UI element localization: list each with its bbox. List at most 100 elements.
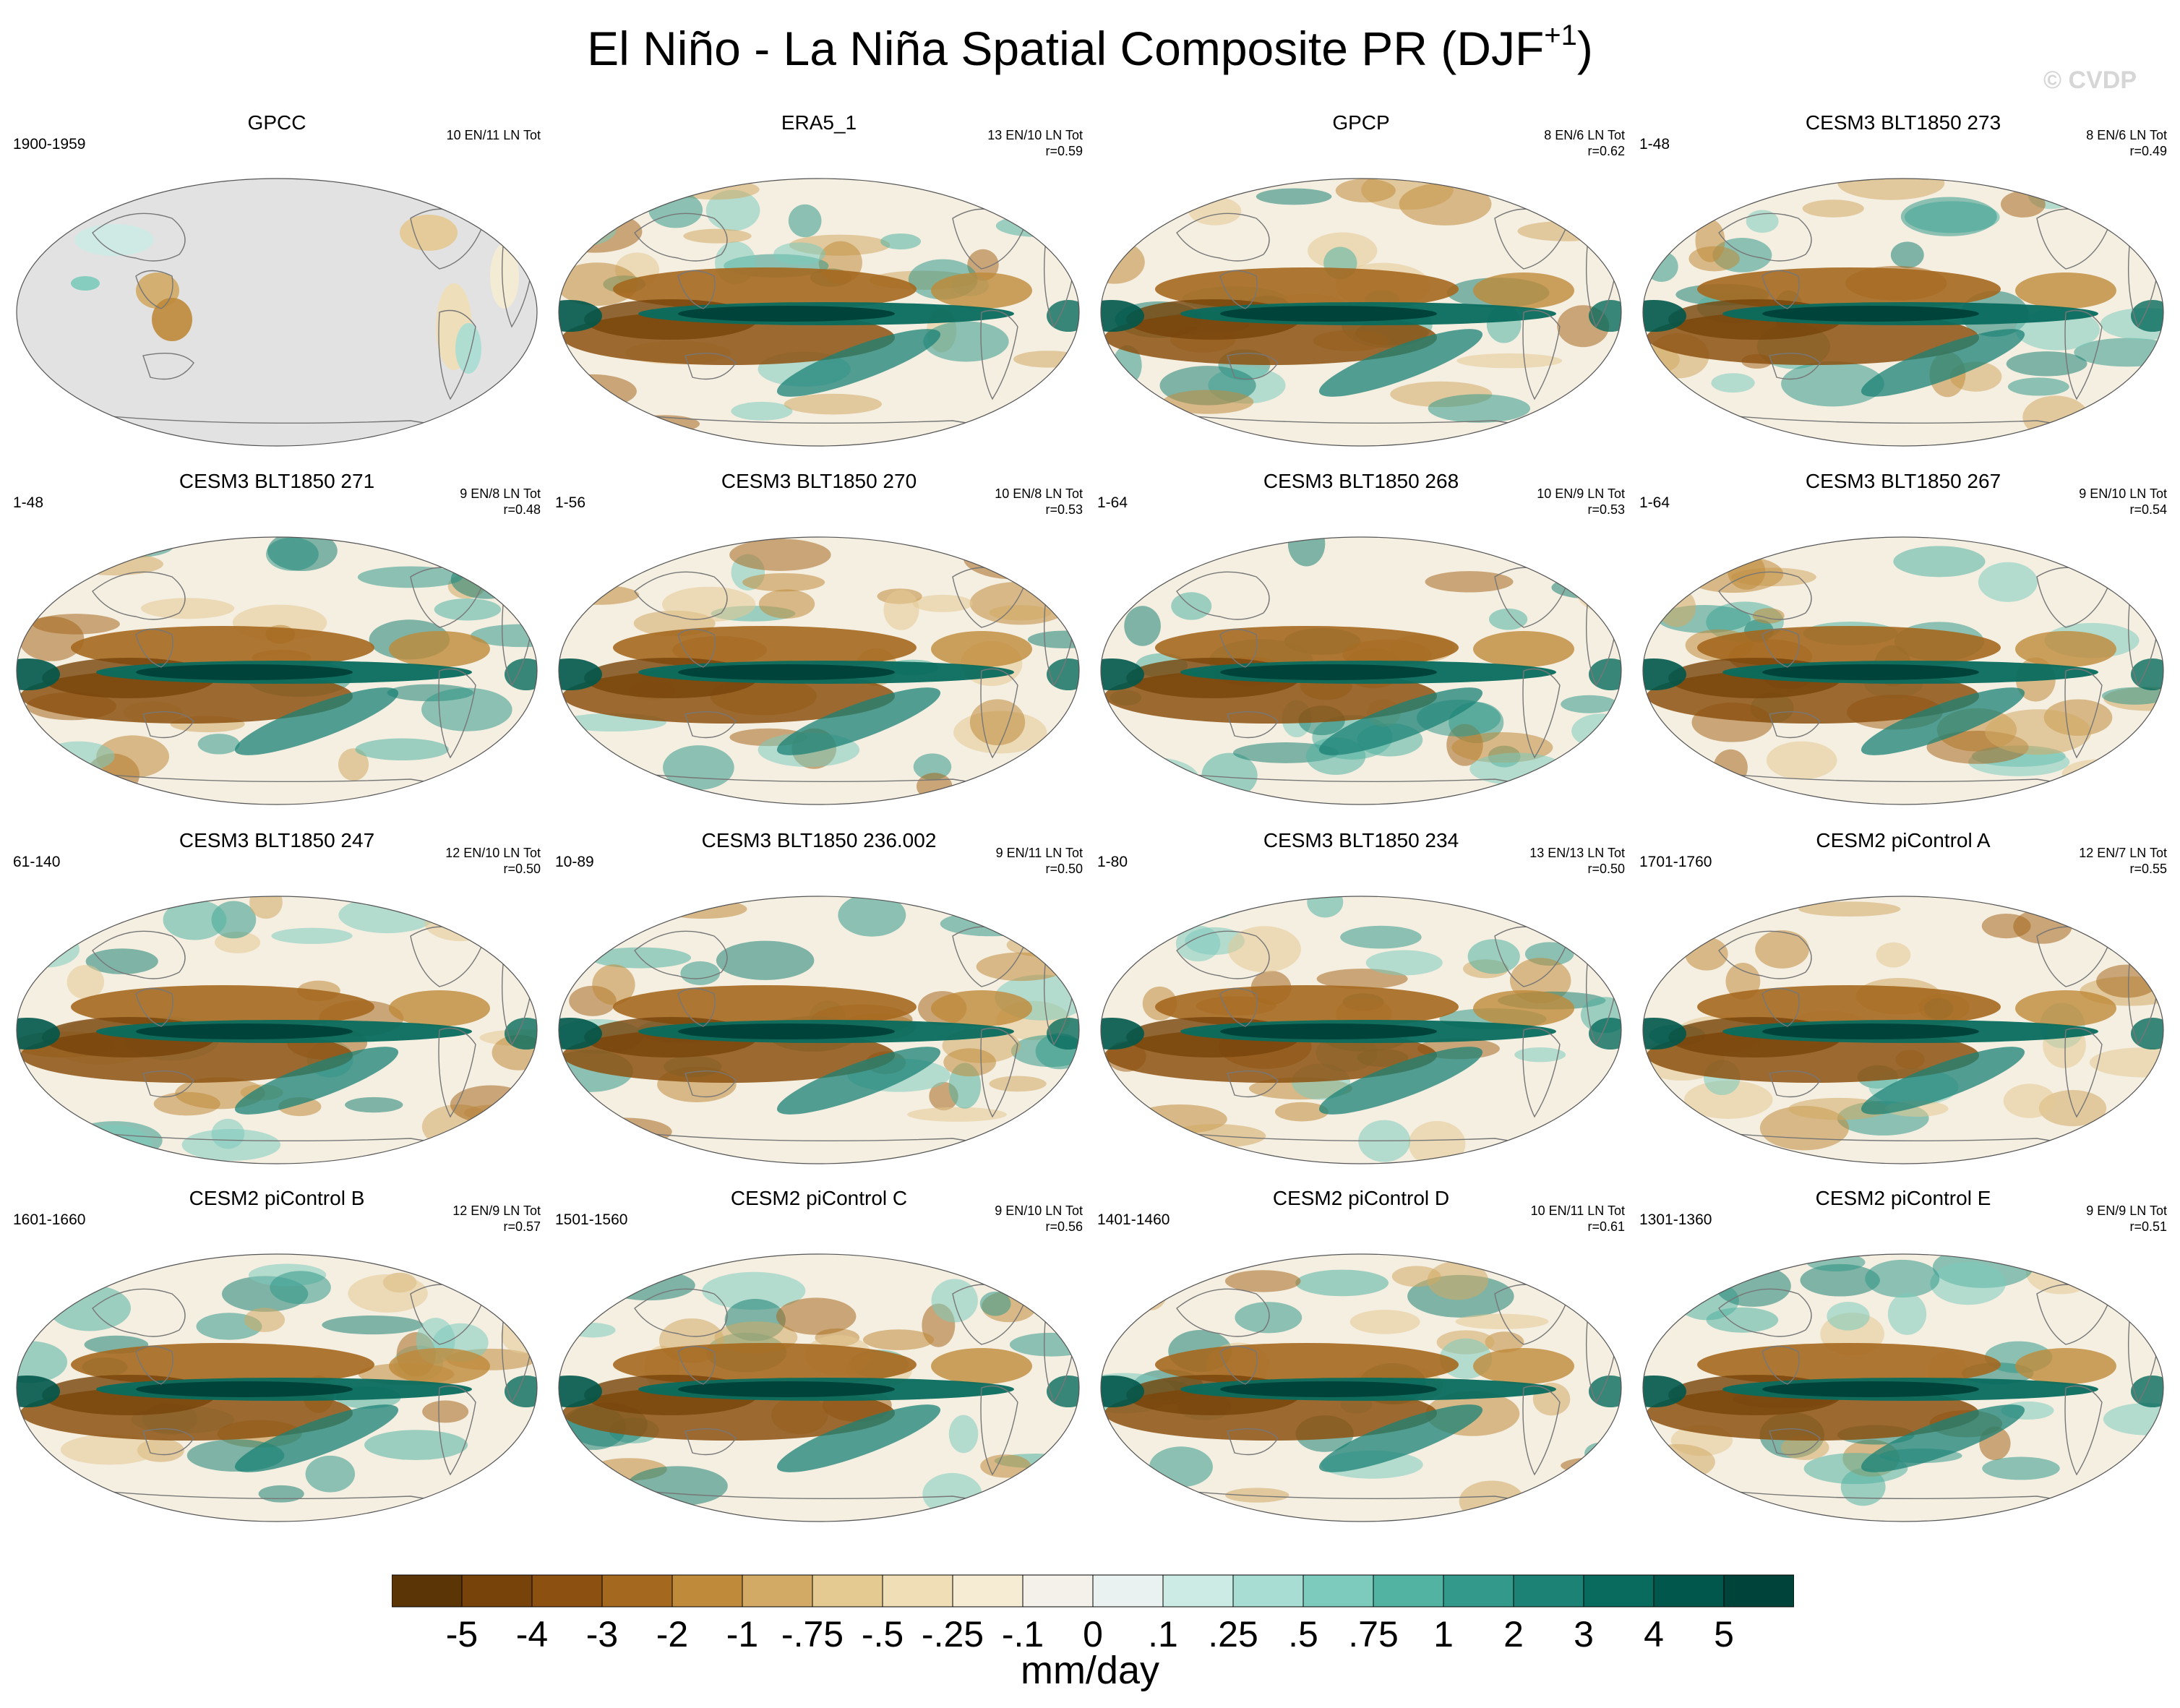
colorbar-swatch	[1443, 1574, 1514, 1608]
coastline	[142, 711, 194, 739]
dry-anomaly-atlantic	[2015, 631, 2116, 667]
map-panel: CESM3 BLT1850 268 1-64 10 EN/9 LN Tot r=0.5…	[1090, 468, 1632, 830]
precip-anomaly-blob	[348, 1274, 428, 1313]
panel-title: CESM2 piControl C	[730, 1187, 908, 1209]
map-panel: ERA5_1 13 EN/10 LN Tot r=0.59	[548, 110, 1090, 471]
wet-anomaly-indian-ocean	[1101, 300, 1144, 332]
coastline	[1761, 987, 1800, 1027]
robinson-map	[1642, 536, 2164, 805]
coastline	[1522, 1385, 1561, 1476]
coastline	[2064, 1027, 2103, 1118]
wet-anomaly-indian-ocean	[1101, 1376, 1144, 1407]
coastline	[685, 352, 737, 380]
panel-title: CESM3 BLT1850 273	[1805, 111, 2001, 134]
precip-anomaly-blob	[1425, 571, 1514, 593]
precip-anomaly-blob	[501, 1316, 537, 1354]
wet-anomaly-core	[1220, 1381, 1437, 1397]
colorbar-swatch	[392, 1574, 463, 1608]
precip-anomaly-blob	[19, 616, 85, 661]
colorbar-tick-label: -.1	[1001, 1614, 1044, 1655]
wet-anomaly-spcz	[776, 687, 941, 755]
precip-anomaly-blob	[322, 1315, 424, 1335]
precip-anomaly-blob	[575, 396, 609, 421]
panel-pattern-correlation: r=0.55	[2129, 862, 2167, 876]
precip-anomaly-blob	[1893, 546, 1986, 578]
precip-anomaly-blob	[862, 1329, 935, 1350]
precip-anomaly-blob	[989, 605, 1051, 621]
precip-anomaly-blob	[475, 537, 537, 571]
precip-anomaly-blob	[1802, 199, 1864, 218]
panel-pattern-correlation: r=0.50	[503, 862, 541, 876]
precip-anomaly-blob	[788, 204, 822, 238]
wet-anomaly-east-edge	[1589, 300, 1621, 332]
panel-event-count: 9 EN/10 LN Tot r=0.54	[2079, 486, 2167, 517]
precip-anomaly-blob	[1427, 1261, 1489, 1300]
wet-anomaly-spcz	[1861, 329, 2025, 397]
wet-anomaly-spcz	[1861, 1047, 2025, 1115]
precip-anomaly-blob	[702, 1271, 806, 1310]
precip-anomaly-blob	[1399, 182, 1492, 226]
dry-anomaly-atlantic	[2015, 272, 2116, 309]
map-panel: GPCP 8 EN/6 LN Tot r=0.62	[1090, 110, 1632, 471]
precip-anomaly-blob	[1865, 1259, 1940, 1298]
wet-anomaly-east-edge	[2131, 658, 2163, 690]
precip-anomaly-blob	[1316, 969, 1408, 990]
wet-anomaly-indian-ocean	[1101, 1018, 1144, 1050]
colorbar-tick-label: 0	[1083, 1614, 1103, 1655]
wet-anomaly-core	[678, 1381, 895, 1397]
cvdp-watermark: © CVDP	[2043, 66, 2137, 94]
precip-anomaly-blob	[995, 214, 1079, 237]
precip-anomaly-blob	[1307, 896, 1344, 918]
precip-anomaly-blob	[1227, 926, 1301, 973]
colorbar-tick-label: .1	[1148, 1614, 1178, 1655]
coastline	[135, 1345, 173, 1385]
precip-anomaly-blob	[923, 321, 1009, 362]
coastline	[677, 270, 716, 309]
coastline	[1761, 270, 1800, 309]
wet-anomaly-east-edge	[1047, 1018, 1079, 1050]
precip-anomaly-blob	[1561, 1456, 1621, 1475]
coastline	[92, 213, 186, 262]
panel-pattern-correlation: r=0.62	[1587, 144, 1625, 158]
precip-anomaly-blob	[244, 1308, 286, 1332]
colorbar-tick-label: -3	[585, 1614, 619, 1655]
precip-anomaly-blob	[1682, 555, 1784, 593]
wet-anomaly-indian-ocean	[559, 1018, 602, 1050]
coastline	[1718, 1288, 1812, 1337]
wet-anomaly-spcz	[1318, 687, 1483, 755]
precip-anomaly-blob	[1021, 393, 1060, 437]
coastline	[135, 628, 173, 668]
precip-anomaly-blob	[1827, 1301, 1870, 1331]
precip-anomaly-blob	[400, 215, 458, 251]
wet-anomaly-core	[1762, 1381, 1979, 1397]
robinson-map	[558, 536, 1080, 805]
precip-anomaly-blob	[197, 734, 240, 755]
precip-anomaly-blob	[490, 244, 519, 309]
precip-anomaly-blob	[576, 1117, 672, 1146]
precip-anomaly-blob	[1287, 537, 1326, 567]
map-panel: CESM3 BLT1850 247 61-140 12 EN/10 LN Tot r=…	[6, 828, 548, 1189]
panel-event-count: 9 EN/9 LN Tot r=0.51	[2086, 1203, 2167, 1234]
colorbar-swatch	[1303, 1574, 1374, 1608]
wet-anomaly-indian-ocean	[17, 658, 60, 690]
precip-anomaly-blob	[559, 210, 643, 253]
coastline	[2064, 1385, 2103, 1476]
wet-anomaly-spcz	[234, 1404, 399, 1472]
precip-anomaly-blob	[1256, 188, 1332, 205]
precip-anomaly-blob	[1683, 1080, 1773, 1119]
precip-anomaly-blob	[96, 735, 170, 778]
wet-anomaly-east-edge	[1589, 658, 1621, 690]
precip-anomaly-blob	[559, 262, 638, 306]
coastline	[2064, 668, 2103, 759]
precip-anomaly-blob	[1101, 557, 1159, 575]
precip-anomaly-blob	[683, 228, 752, 244]
wet-anomaly-indian-ocean	[559, 1376, 602, 1407]
precip-anomaly-blob	[1668, 197, 1735, 213]
precip-anomaly-blob	[1112, 179, 1165, 194]
precip-anomaly-blob	[1009, 1332, 1079, 1357]
precip-anomaly-blob	[1713, 749, 1748, 786]
coastline	[1761, 628, 1800, 668]
map-panel: CESM3 BLT1850 273 1-48 8 EN/6 LN Tot r=0.49	[1632, 110, 2174, 471]
coastline	[1176, 1288, 1270, 1337]
map-border	[1642, 178, 2164, 447]
